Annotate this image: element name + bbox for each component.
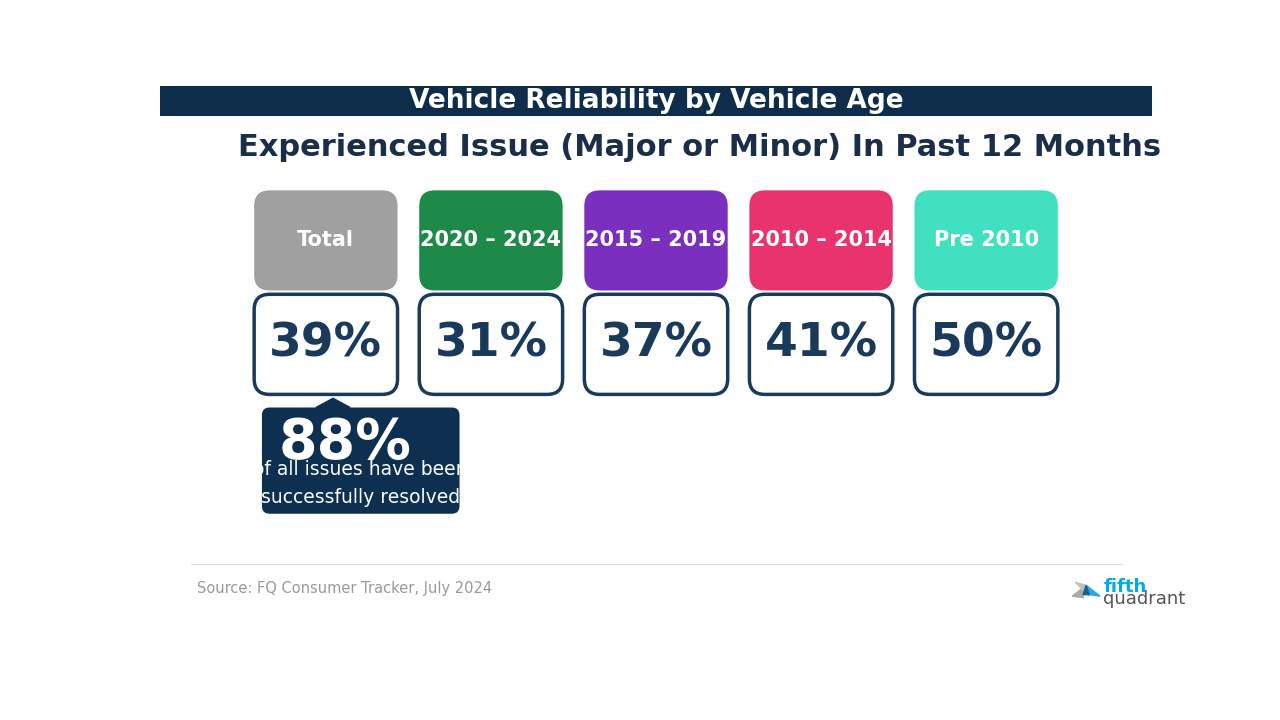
Text: 41%: 41%	[764, 322, 878, 367]
Polygon shape	[1075, 582, 1089, 596]
Text: 50%: 50%	[929, 322, 1043, 367]
FancyBboxPatch shape	[262, 408, 460, 514]
FancyBboxPatch shape	[914, 190, 1057, 290]
Text: Total: Total	[297, 230, 355, 251]
Text: Source: FQ Consumer Tracker, July 2024: Source: FQ Consumer Tracker, July 2024	[197, 581, 493, 596]
FancyBboxPatch shape	[749, 190, 892, 290]
Polygon shape	[1073, 585, 1087, 598]
Polygon shape	[316, 398, 349, 408]
Text: 37%: 37%	[599, 322, 713, 367]
Text: fifth: fifth	[1103, 578, 1147, 596]
FancyBboxPatch shape	[749, 294, 892, 395]
Text: 2010 – 2014: 2010 – 2014	[750, 230, 892, 251]
Text: Vehicle Reliability by Vehicle Age: Vehicle Reliability by Vehicle Age	[408, 88, 904, 114]
Text: quadrant: quadrant	[1103, 590, 1185, 608]
Text: of all issues have been
successfully resolved: of all issues have been successfully res…	[253, 461, 468, 508]
Polygon shape	[1087, 585, 1100, 596]
Text: 2020 – 2024: 2020 – 2024	[420, 230, 562, 251]
FancyBboxPatch shape	[420, 190, 563, 290]
Text: 31%: 31%	[434, 322, 548, 367]
FancyBboxPatch shape	[255, 294, 398, 395]
FancyBboxPatch shape	[255, 190, 398, 290]
FancyBboxPatch shape	[420, 294, 563, 395]
Bar	[160, 86, 1152, 116]
Text: 88%: 88%	[279, 415, 411, 469]
Text: Pre 2010: Pre 2010	[933, 230, 1038, 251]
FancyBboxPatch shape	[914, 294, 1057, 395]
Polygon shape	[1083, 585, 1089, 595]
FancyBboxPatch shape	[584, 294, 728, 395]
Text: 39%: 39%	[269, 322, 383, 367]
Text: Experienced Issue (Major or Minor) In Past 12 Months: Experienced Issue (Major or Minor) In Pa…	[238, 133, 1161, 163]
Text: 2015 – 2019: 2015 – 2019	[585, 230, 727, 251]
FancyBboxPatch shape	[584, 190, 728, 290]
